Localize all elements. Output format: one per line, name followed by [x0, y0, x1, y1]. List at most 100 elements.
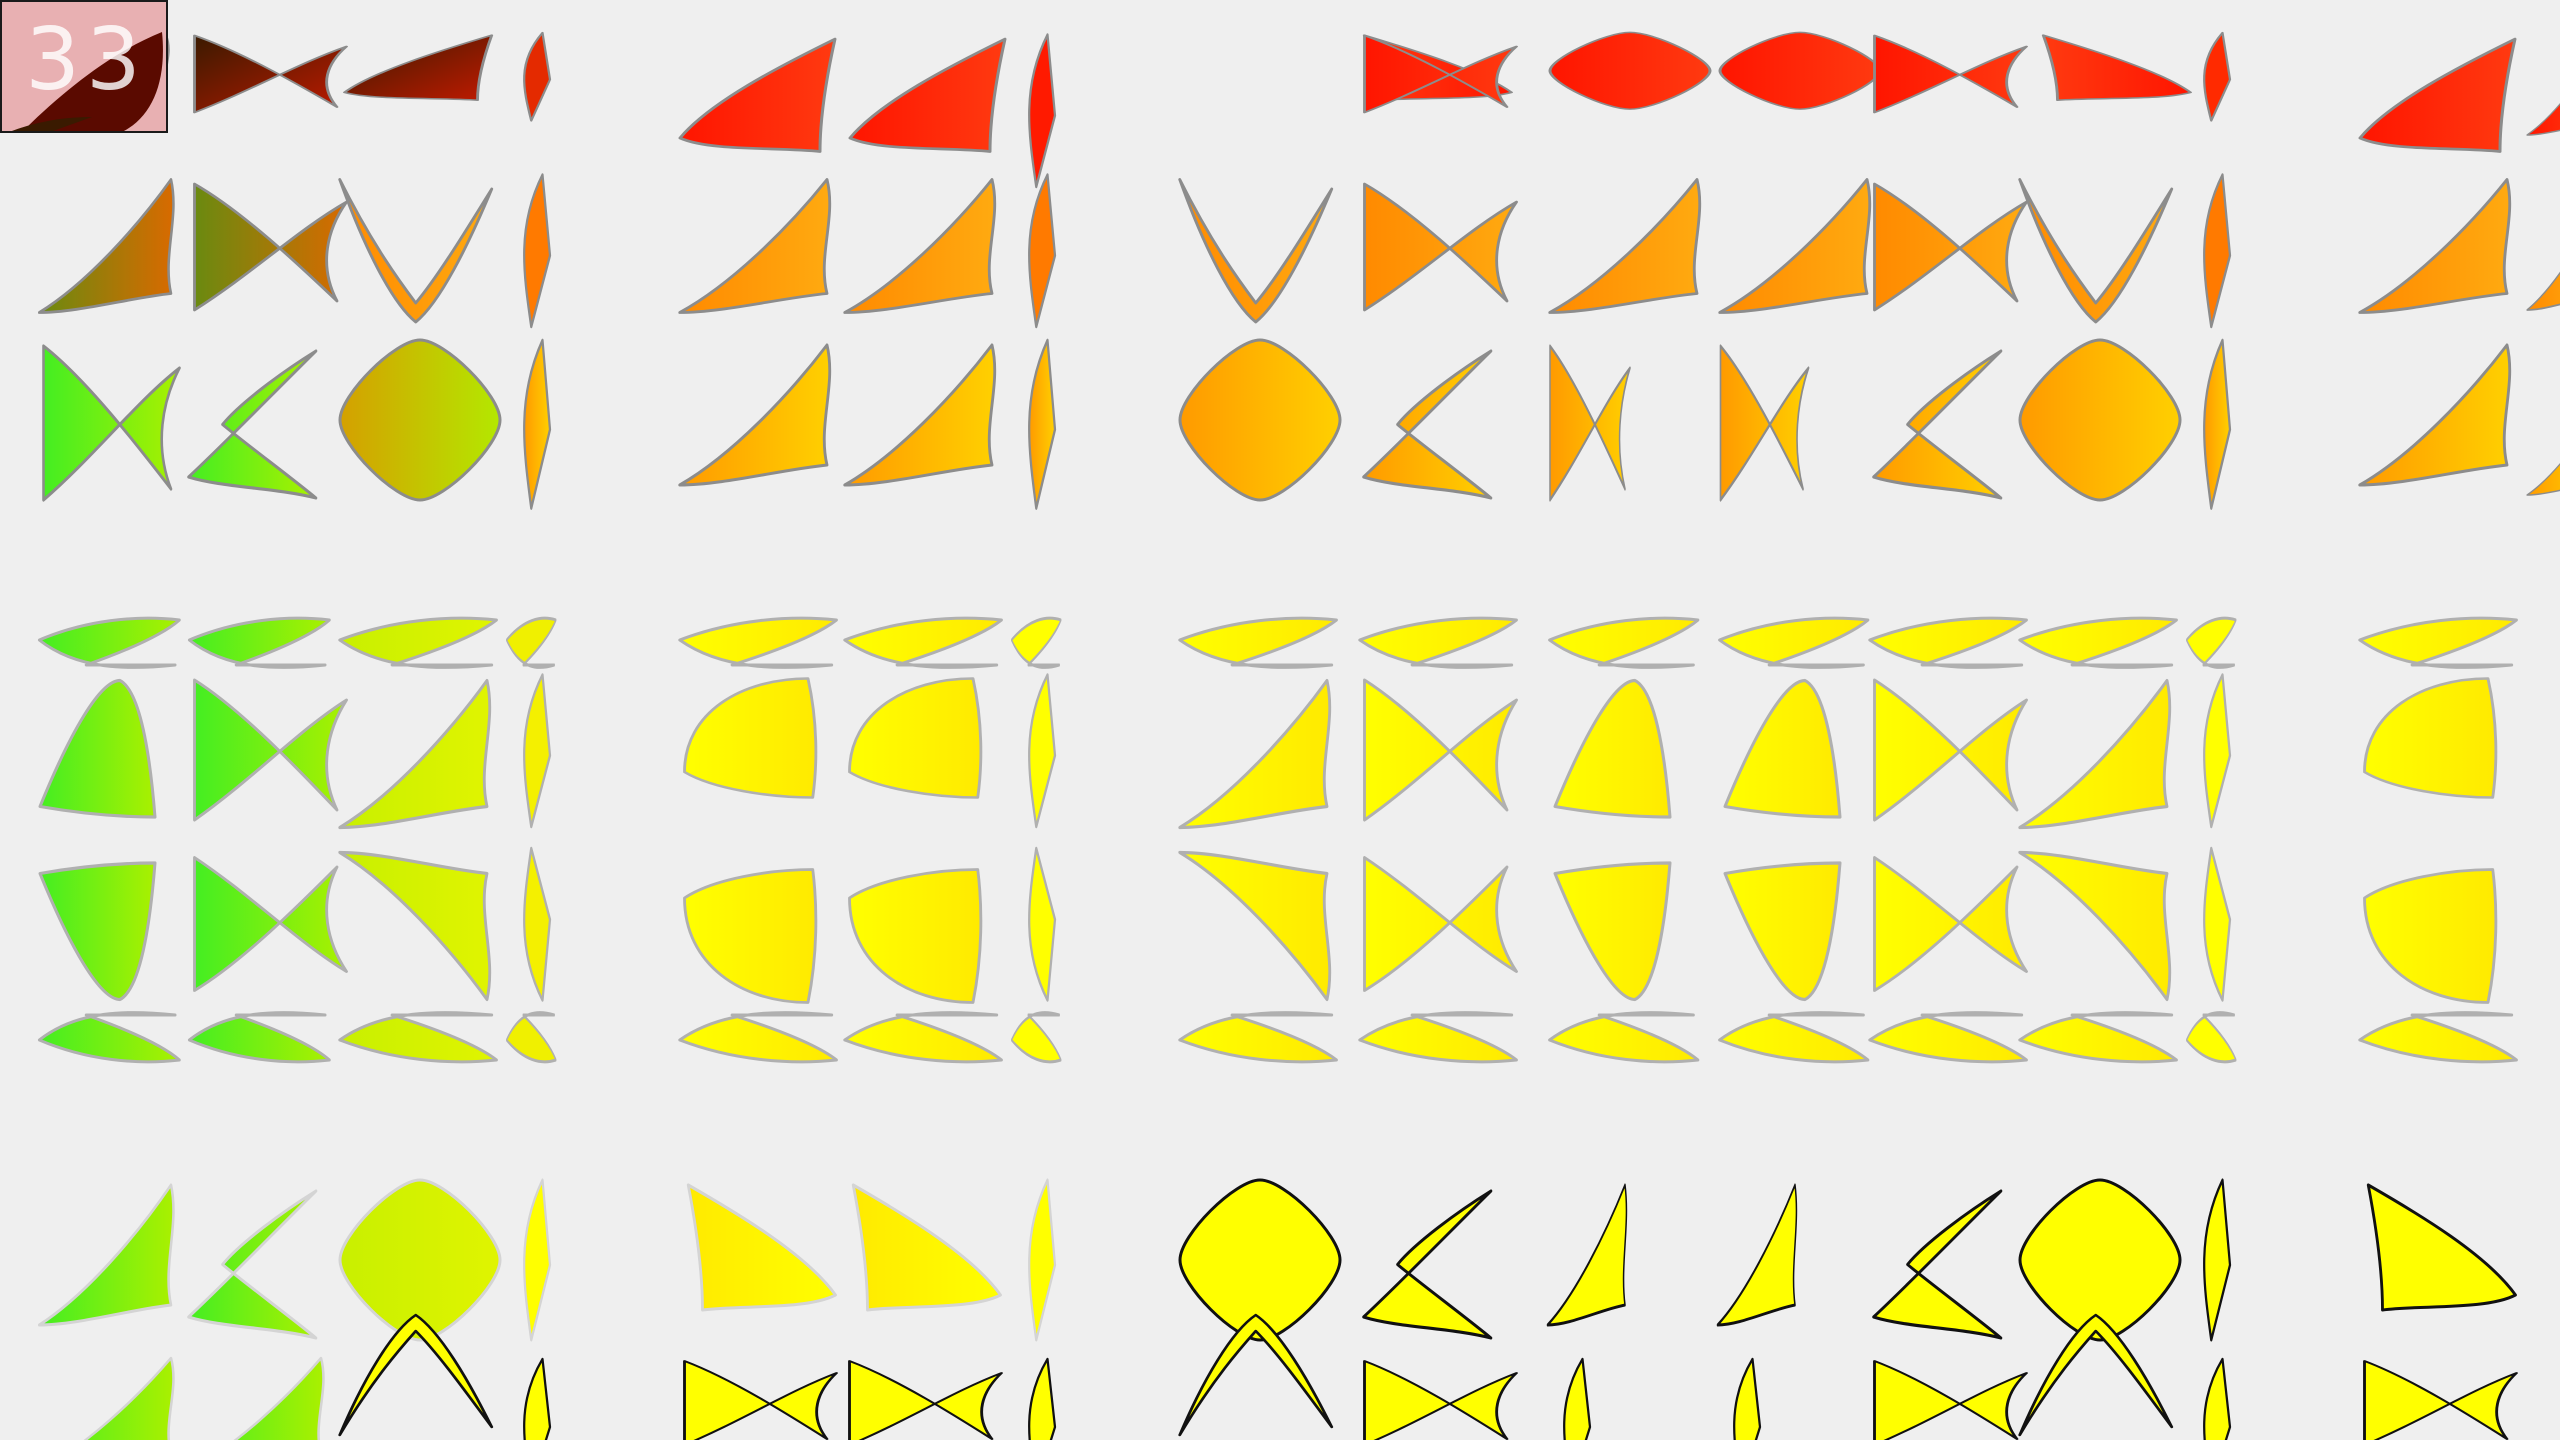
crescent-lobe-icon: [37, 1011, 181, 1064]
crescent-lobe-icon: [2041, 33, 2192, 102]
spike-icon: [2202, 338, 2232, 510]
crescent-lobe-icon: [38, 861, 157, 1002]
crescent-lobe-icon: [2358, 37, 2517, 153]
chevron-wing-icon: [2018, 178, 2174, 324]
chevron-wing-icon: [186, 1189, 318, 1340]
bowtie-icon: [193, 182, 348, 312]
crescent-lobe-icon: [678, 37, 837, 153]
bowtie-icon: [1358, 616, 1518, 669]
crescent-lobe-icon: [1718, 178, 1872, 314]
crescent-lobe-icon: [338, 850, 492, 1002]
spike-icon: [505, 616, 558, 669]
spike-icon: [1027, 846, 1057, 1002]
spike-icon: [505, 1011, 558, 1064]
shape-grid-top: [32, 30, 2560, 510]
crescent-lobe-icon: [1718, 1011, 1870, 1064]
bowtie-icon: [1873, 1359, 2028, 1440]
crescent-lobe-icon: [2526, 64, 2560, 136]
rounded-diamond-icon: [848, 868, 983, 1004]
crescent-lobe-icon: [2358, 343, 2512, 487]
spike-icon: [522, 846, 552, 1002]
rounded-diamond-icon: [338, 1178, 502, 1342]
shape-grid-bottom-outlined: [338, 1178, 2518, 1440]
crescent-lobe-icon: [2018, 1011, 2178, 1064]
bowtie-icon: [1358, 1011, 1518, 1064]
rounded-diamond-icon: [2018, 338, 2182, 502]
spike-icon: [1027, 33, 1057, 189]
spike-icon: [1027, 1178, 1057, 1342]
bowtie-icon: [1363, 678, 1518, 822]
spike-icon: [1027, 338, 1057, 510]
bowtie-icon: [1868, 616, 2028, 669]
bowtie-icon: [187, 1011, 331, 1064]
crescent-lobe-icon: [338, 616, 498, 669]
bowtie-icon: [193, 34, 348, 114]
crescent-lobe-icon: [678, 616, 838, 669]
spike-icon: [2202, 673, 2232, 829]
rounded-diamond-icon: [2363, 677, 2498, 799]
crescent-lobe-icon: [1548, 616, 1700, 669]
bowtie-icon: [2363, 1359, 2518, 1440]
crescent-lobe-icon: [37, 1183, 175, 1327]
chevron-wing-icon: [1361, 1189, 1493, 1340]
crescent-lobe-icon: [2366, 1183, 2517, 1312]
crescent-lobe-icon: [1178, 678, 1332, 830]
spike-icon: [1010, 616, 1063, 669]
bowtie-icon: [1873, 182, 2028, 312]
spike-icon: [1732, 1357, 1762, 1440]
bowtie-icon: [1548, 344, 1632, 502]
rounded-diamond-icon: [848, 677, 983, 799]
bowtie-icon: [683, 1359, 838, 1440]
chevron-wing-icon: [338, 1313, 494, 1437]
crescent-lobe-icon: [187, 1356, 325, 1440]
rounded-diamond-icon: [1718, 30, 1882, 111]
rounded-diamond-icon: [1548, 30, 1712, 111]
crescent-lobe-icon: [1178, 616, 1338, 669]
frame-counter-text: 33: [25, 10, 147, 110]
crescent-lobe-icon: [1553, 678, 1672, 819]
spike-icon: [2203, 31, 2232, 122]
chevron-wing-icon: [1871, 349, 2003, 500]
spike-icon: [523, 31, 552, 122]
crescent-lobe-icon: [1718, 616, 1870, 669]
spike-icon: [2202, 173, 2232, 329]
bowtie-icon: [1873, 34, 2028, 114]
rounded-diamond-icon: [683, 868, 818, 1004]
crescent-lobe-icon: [843, 1011, 1003, 1064]
crescent-lobe-icon: [2358, 1011, 2518, 1064]
bowtie-icon: [1868, 1011, 2028, 1064]
crescent-lobe-icon: [2018, 616, 2178, 669]
crescent-lobe-icon: [678, 1011, 838, 1064]
spike-icon: [1027, 673, 1057, 829]
spike-icon: [2202, 1178, 2232, 1342]
spike-icon: [1027, 173, 1057, 329]
crescent-lobe-icon: [1178, 1011, 1338, 1064]
spike-icon: [522, 338, 552, 510]
crescent-lobe-icon: [1716, 1183, 1798, 1327]
crescent-lobe-icon: [338, 678, 492, 830]
crescent-lobe-icon: [2018, 678, 2172, 830]
crescent-lobe-icon: [343, 33, 494, 102]
bowtie-icon: [1363, 1359, 1518, 1440]
spike-icon: [2202, 846, 2232, 1002]
spike-icon: [2202, 1357, 2232, 1440]
crescent-lobe-icon: [678, 343, 832, 487]
bowtie-icon: [193, 678, 348, 822]
crescent-lobe-icon: [843, 178, 997, 314]
crescent-lobe-icon: [2358, 616, 2518, 669]
bowtie-icon: [1718, 344, 1811, 502]
bowtie-icon: [1363, 856, 1518, 992]
crescent-lobe-icon: [1723, 861, 1842, 1002]
crescent-lobe-icon: [1548, 178, 1702, 314]
spike-icon: [522, 1357, 552, 1440]
bowtie-icon: [41, 344, 182, 502]
crescent-lobe-icon: [38, 678, 157, 819]
bowtie-icon: [187, 616, 331, 669]
spike-icon: [1027, 1357, 1057, 1440]
chevron-wing-icon: [1178, 178, 1334, 324]
crescent-lobe-icon: [1553, 861, 1672, 1002]
crescent-lobe-icon: [1548, 1011, 1700, 1064]
crescent-lobe-icon: [843, 616, 1003, 669]
spike-icon: [2185, 616, 2238, 669]
chevron-wing-icon: [186, 349, 318, 500]
